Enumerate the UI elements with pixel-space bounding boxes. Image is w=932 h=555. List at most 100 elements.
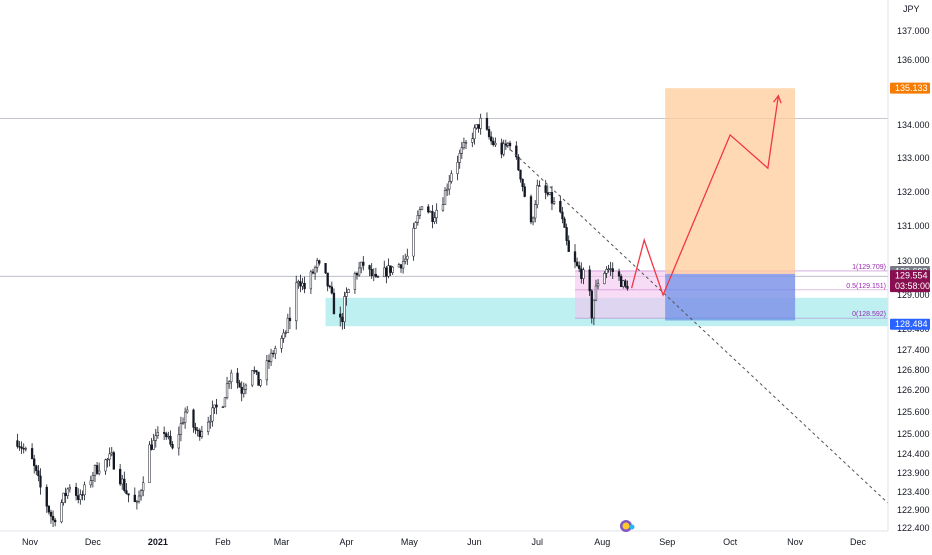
candle (401, 255, 405, 274)
candle (269, 348, 273, 367)
candle-body (135, 501, 139, 503)
time-tick-label: Oct (723, 537, 738, 547)
candle-body (22, 448, 25, 450)
candle-body (611, 268, 614, 272)
candle (150, 438, 153, 451)
candle (152, 433, 155, 450)
candle-body (95, 465, 99, 474)
candle-body (506, 142, 510, 146)
candle (39, 468, 42, 495)
candle (177, 426, 180, 456)
candle-body (18, 446, 21, 448)
candle-body (326, 272, 329, 287)
candle-body (154, 435, 157, 441)
candle (412, 222, 415, 261)
candle (617, 268, 621, 281)
candle-body (420, 206, 424, 210)
price-tick-label: 124.400 (897, 449, 930, 459)
candle (397, 262, 401, 268)
time-tick-label: Mar (274, 537, 290, 547)
candle (236, 368, 239, 389)
candle-body (592, 299, 596, 319)
candle (45, 484, 48, 513)
candle (326, 272, 329, 292)
candle-body (150, 444, 153, 450)
candle-body (299, 281, 302, 287)
candle-body (523, 186, 526, 197)
candle (391, 266, 394, 275)
candle-body (35, 465, 38, 472)
candle-body (475, 124, 478, 129)
candle-body (68, 487, 71, 490)
price-tag-badge (890, 318, 930, 330)
price-tick-label: 127.400 (897, 345, 930, 355)
candle (20, 441, 23, 454)
candle (383, 260, 386, 278)
candle-body (45, 486, 48, 507)
candle (435, 203, 438, 224)
candle-body (596, 283, 600, 287)
candle (301, 277, 304, 291)
candle (274, 345, 277, 360)
candle-body (565, 227, 568, 241)
time-tick-label: Aug (594, 537, 610, 547)
candle (622, 279, 625, 289)
candle-body (389, 265, 392, 273)
candle-body (236, 372, 239, 384)
candle-body (347, 289, 350, 293)
candle (515, 141, 518, 160)
candle (372, 268, 375, 282)
candle (534, 200, 537, 223)
candle (339, 306, 342, 327)
candle-body (286, 317, 289, 333)
candle (196, 427, 199, 437)
candle (332, 288, 336, 315)
candle (169, 430, 172, 447)
candle-body (280, 338, 283, 349)
candle (573, 244, 577, 269)
drawing-zones: 1(129.709) 0.5(129.151) 0(128.592) (0, 88, 888, 327)
candle-body (330, 286, 334, 294)
candle (406, 248, 409, 265)
candle (575, 257, 579, 268)
price-tick-label: 134.000 (897, 120, 930, 130)
candle-body (588, 269, 591, 292)
candle-body (215, 404, 218, 408)
time-tick-label: Dec (85, 537, 102, 547)
time-tick-label: May (401, 537, 419, 547)
candle (479, 113, 482, 135)
candle (194, 422, 197, 435)
candle (578, 261, 581, 273)
candle-body (609, 268, 612, 270)
candle (404, 253, 407, 265)
candle (165, 431, 168, 440)
candle-body (412, 227, 415, 257)
candle (450, 170, 453, 184)
candle-body (418, 209, 422, 216)
candle-body (194, 427, 197, 431)
candle-body (448, 181, 451, 190)
price-tick-label: 133.000 (897, 153, 930, 163)
candle-body (414, 222, 417, 229)
price-tick-label: 122.900 (897, 505, 930, 515)
candle (441, 197, 445, 212)
candle (611, 262, 614, 279)
candle (230, 369, 233, 390)
candle (596, 279, 600, 290)
candle-body (399, 264, 403, 269)
candle-body (284, 332, 287, 334)
candle-body (360, 261, 363, 269)
candle-body (500, 142, 503, 155)
candle (420, 206, 424, 211)
candle-body (603, 273, 606, 284)
candle-body (39, 475, 42, 488)
position-target-zone (665, 88, 796, 274)
candle (462, 137, 466, 150)
candle (221, 405, 225, 408)
price-tick-label: 125.600 (897, 407, 930, 417)
candle-body (544, 185, 547, 193)
candle (62, 492, 65, 506)
price-tick-label: 130.000 (897, 256, 930, 266)
candle-body (485, 117, 489, 130)
